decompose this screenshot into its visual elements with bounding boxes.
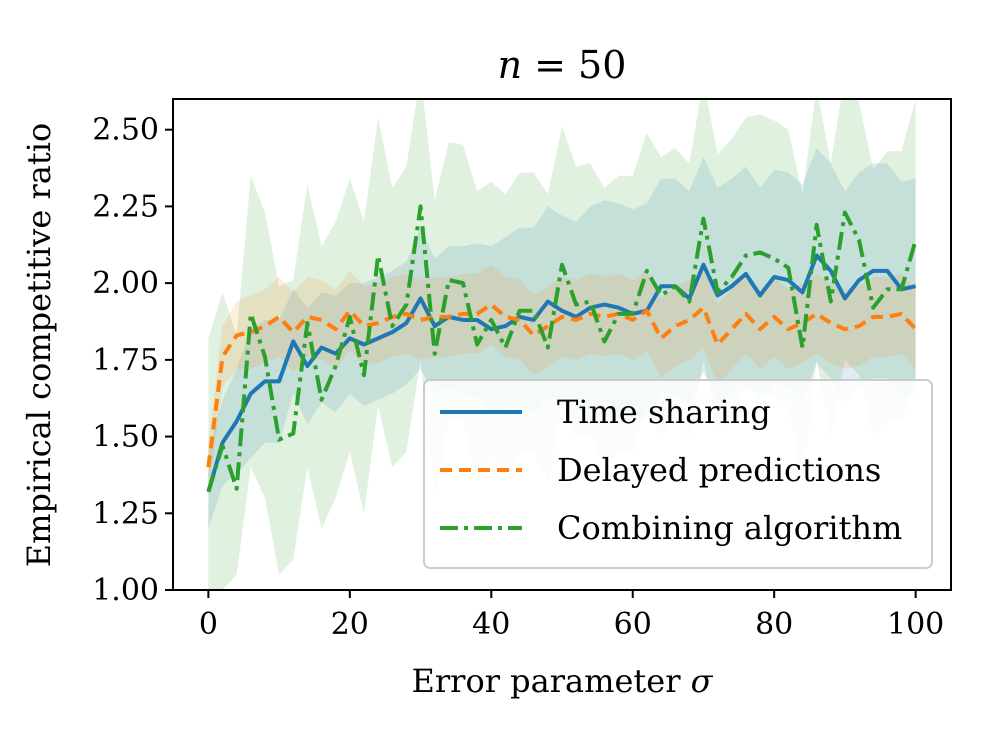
x-tick-label: 20 — [331, 607, 369, 642]
x-axis-label-text: Error parameter — [411, 662, 690, 700]
plot-frame — [172, 98, 952, 591]
series-line-time-sharing — [206, 253, 917, 493]
band-time-sharing — [208, 148, 916, 529]
y-tick-label: 1.00 — [92, 573, 159, 608]
legend-label-delayed-predictions: Delayed predictions — [557, 451, 881, 489]
y-tick-label: 2.00 — [92, 266, 159, 301]
chart-title: n = 50 — [498, 43, 627, 87]
legend: Time sharing Delayed predictions Combini… — [423, 379, 933, 569]
x-axis-ticks: 0 20 40 60 80 100 — [199, 590, 944, 642]
y-tick-label: 1.50 — [92, 420, 159, 455]
legend-box — [423, 379, 933, 569]
series-line-delayed-predictions — [206, 302, 918, 468]
x-tick-label: 0 — [199, 607, 218, 642]
x-axis-label: Error parameter σ — [411, 662, 713, 700]
y-tick-label: 1.25 — [92, 496, 159, 531]
x-tick-label: 40 — [472, 607, 510, 642]
series-lines — [206, 204, 918, 493]
x-tick-label: 100 — [887, 607, 944, 642]
y-axis-label: Empirical competitive ratio — [20, 123, 58, 567]
x-tick-label: 60 — [614, 607, 652, 642]
y-tick-label: 1.75 — [92, 343, 159, 378]
y-tick-label: 2.25 — [92, 189, 159, 224]
series-line-combining-algorithm — [206, 204, 918, 493]
chart-title-variable: n — [498, 43, 522, 87]
legend-label-combining-algorithm: Combining algorithm — [557, 509, 902, 547]
x-axis-label-sigma: σ — [691, 662, 714, 700]
band-combining-algorithm — [208, 99, 916, 590]
x-tick-label: 80 — [755, 607, 793, 642]
y-tick-label: 2.50 — [92, 113, 159, 148]
y-axis-ticks: 1.00 1.25 1.50 1.75 2.00 2.25 2.50 — [92, 113, 173, 608]
legend-label-time-sharing: Time sharing — [557, 393, 771, 431]
chart-title-value: = 50 — [522, 43, 626, 87]
